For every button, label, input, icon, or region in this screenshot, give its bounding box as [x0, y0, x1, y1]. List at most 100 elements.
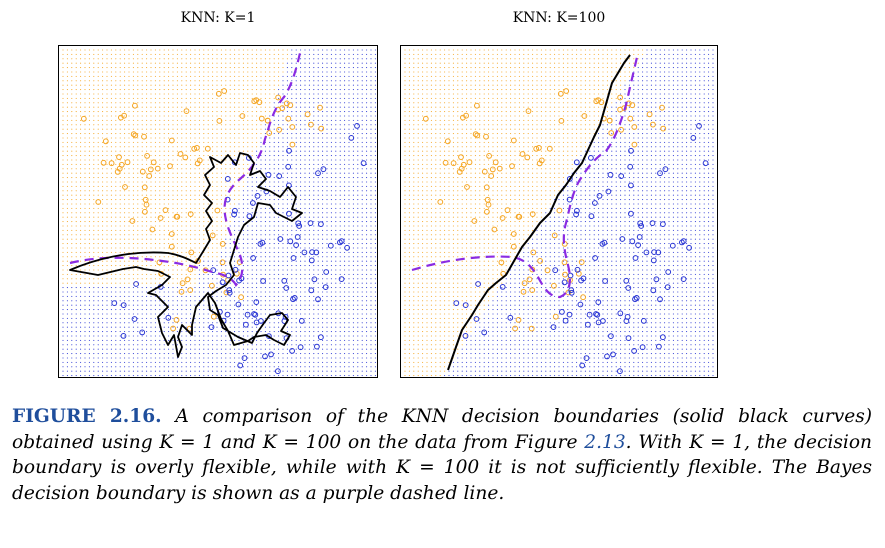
grid-dot	[339, 159, 341, 161]
grid-dot	[106, 159, 108, 161]
grid-dot	[304, 291, 306, 293]
grid-dot	[203, 49, 205, 51]
grid-dot	[110, 80, 112, 82]
grid-dot	[163, 133, 165, 135]
grid-dot	[168, 199, 170, 201]
grid-dot	[335, 234, 337, 236]
grid-dot	[97, 348, 99, 350]
grid-dot	[71, 133, 73, 135]
grid-dot	[366, 146, 368, 148]
grid-dot	[137, 49, 139, 51]
grid-dot	[366, 203, 368, 205]
grid-dot	[66, 207, 68, 209]
grid-dot	[146, 317, 148, 319]
grid-dot	[317, 287, 319, 289]
grid-dot	[88, 71, 90, 73]
grid-dot	[247, 278, 249, 280]
grid-dot	[366, 155, 368, 157]
grid-dot	[88, 62, 90, 64]
grid-dot	[71, 265, 73, 267]
grid-dot	[124, 221, 126, 223]
grid-dot	[102, 207, 104, 209]
grid-dot	[212, 150, 214, 152]
grid-dot	[80, 335, 82, 337]
grid-dot	[66, 89, 68, 91]
grid-dot	[84, 172, 86, 174]
grid-dot	[159, 71, 161, 73]
grid-dot	[93, 71, 95, 73]
grid-dot	[62, 177, 64, 179]
grid-dot	[119, 331, 121, 333]
grid-dot	[348, 150, 350, 152]
grid-dot	[264, 75, 266, 77]
grid-dot	[84, 80, 86, 82]
grid-dot	[150, 172, 152, 174]
grid-dot	[220, 133, 222, 135]
grid-dot	[181, 291, 183, 293]
grid-dot	[374, 172, 376, 174]
grid-dot	[247, 115, 249, 117]
grid-dot	[247, 106, 249, 108]
grid-dot	[295, 111, 297, 113]
grid-dot	[80, 190, 82, 192]
grid-dot	[339, 168, 341, 170]
grid-dot	[366, 115, 368, 117]
grid-dot	[207, 111, 209, 113]
grid-dot	[216, 331, 218, 333]
grid-dot	[251, 309, 253, 311]
grid-dot	[322, 199, 324, 201]
grid-dot	[62, 84, 64, 86]
grid-dot	[212, 141, 214, 143]
grid-dot	[172, 93, 174, 95]
grid-dot	[102, 291, 104, 293]
grid-dot	[234, 260, 236, 262]
grid-dot	[194, 67, 196, 69]
grid-dot	[190, 269, 192, 271]
grid-dot	[154, 256, 156, 258]
grid-dot	[194, 238, 196, 240]
grid-dot	[357, 75, 359, 77]
grid-dot	[88, 216, 90, 218]
grid-dot	[242, 203, 244, 205]
grid-dot	[242, 348, 244, 350]
grid-dot	[137, 269, 139, 271]
grid-dot	[203, 238, 205, 240]
grid-dot	[163, 331, 165, 333]
grid-dot	[185, 234, 187, 236]
grid-dot	[352, 256, 354, 258]
grid-dot	[304, 207, 306, 209]
grid-dot	[317, 326, 319, 328]
grid-dot	[286, 137, 288, 139]
grid-dot	[370, 238, 372, 240]
grid-dot	[251, 331, 253, 333]
grid-dot	[124, 322, 126, 324]
grid-dot	[119, 62, 121, 64]
grid-dot	[242, 124, 244, 126]
grid-dot	[185, 278, 187, 280]
grid-dot	[168, 53, 170, 55]
grid-dot	[322, 203, 324, 205]
grid-dot	[282, 49, 284, 51]
grid-dot	[137, 278, 139, 280]
grid-dot	[146, 256, 148, 258]
grid-dot	[137, 339, 139, 341]
grid-dot	[181, 102, 183, 104]
grid-dot	[93, 282, 95, 284]
grid-dot	[317, 229, 319, 231]
grid-dot	[84, 190, 86, 192]
grid-dot	[185, 111, 187, 113]
grid-dot	[374, 326, 376, 328]
grid-dot	[176, 194, 178, 196]
grid-dot	[269, 163, 271, 165]
grid-dot	[102, 269, 104, 271]
grid-dot	[317, 71, 319, 73]
grid-dot	[247, 335, 249, 337]
grid-dot	[181, 278, 183, 280]
grid-dot	[295, 53, 297, 55]
grid-dot	[242, 84, 244, 86]
grid-dot	[150, 119, 152, 121]
grid-dot	[291, 133, 293, 135]
grid-dot	[229, 225, 231, 227]
grid-dot	[159, 111, 161, 113]
grid-dot	[313, 163, 315, 165]
